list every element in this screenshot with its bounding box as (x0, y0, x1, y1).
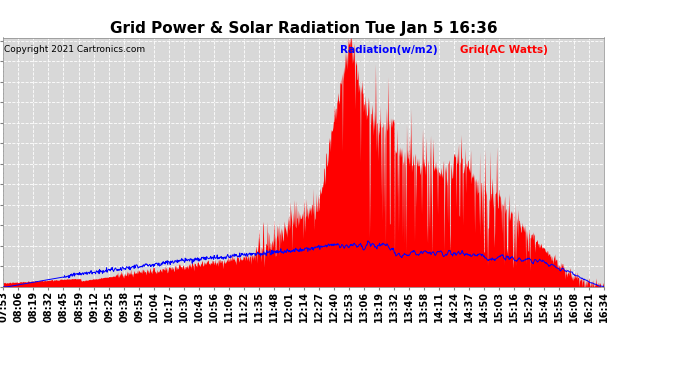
Title: Grid Power & Solar Radiation Tue Jan 5 16:36: Grid Power & Solar Radiation Tue Jan 5 1… (110, 21, 497, 36)
Text: Radiation(w/m2): Radiation(w/m2) (339, 45, 437, 55)
Text: Copyright 2021 Cartronics.com: Copyright 2021 Cartronics.com (4, 45, 145, 54)
Text: Grid(AC Watts): Grid(AC Watts) (460, 45, 548, 55)
